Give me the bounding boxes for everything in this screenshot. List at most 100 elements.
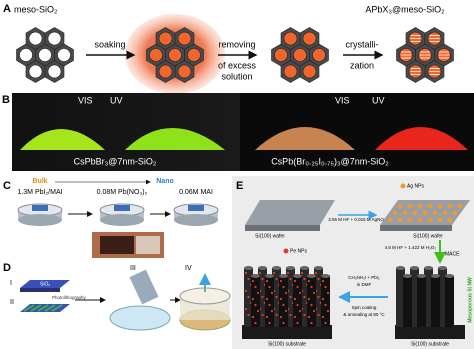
- panel-a: A meso-SiO₂ APbX₃@meso-SiO₂ soaking remo…: [3, 3, 454, 94]
- panel-label: B: [2, 94, 10, 106]
- pe-dot: [282, 285, 285, 289]
- pe-dot: [326, 309, 330, 313]
- pe-dot: [324, 303, 327, 307]
- pillar-top: [300, 266, 309, 270]
- pe-dot: [303, 277, 306, 281]
- pillar: [321, 276, 330, 327]
- substrate: [395, 325, 465, 339]
- step-label: soaking: [94, 39, 125, 49]
- pe-dot: [289, 277, 292, 281]
- pe-dot: [275, 295, 278, 299]
- photo-label: VIS: [335, 95, 350, 105]
- pillar-top: [244, 266, 253, 270]
- pe-dot: [296, 321, 299, 325]
- panel-e: E Si(100) wafer 3.55 M HF + 0.015 M AgNO…: [232, 176, 474, 349]
- pe-dot: [326, 291, 330, 295]
- dish: [109, 305, 171, 331]
- pillar: [307, 276, 316, 327]
- pe-dot: [310, 303, 313, 307]
- pillar-top: [321, 274, 330, 278]
- pillar: [403, 276, 412, 327]
- legend-label: Pe NPs: [290, 248, 307, 254]
- pe-dot: [265, 279, 269, 283]
- legend-label: Ag NPs: [407, 183, 424, 189]
- pillar-top: [417, 274, 426, 278]
- pillar: [251, 276, 260, 327]
- substrate: [20, 280, 70, 288]
- pe-dot: [300, 271, 304, 275]
- step-label: crystalli-: [346, 39, 379, 49]
- pe-dot: [247, 313, 250, 317]
- pe-dot: [279, 315, 283, 319]
- pillar-top: [431, 274, 440, 278]
- pillar: [410, 268, 419, 327]
- pe-dot: [324, 321, 327, 325]
- pillar: [424, 268, 433, 327]
- ag-dot: [452, 210, 458, 216]
- ag-dot: [422, 210, 428, 216]
- step-label: III: [130, 265, 136, 272]
- pe-dot: [296, 285, 299, 289]
- pe-dot: [268, 303, 271, 307]
- pe-dot: [296, 303, 299, 307]
- pillar: [279, 276, 288, 327]
- step-label: removing: [218, 39, 255, 49]
- pore: [19, 48, 33, 62]
- reagent-label: 1.3M PbI₂/MAI: [17, 189, 62, 196]
- ag-dot: [442, 210, 448, 216]
- pore: [28, 64, 43, 79]
- substrate-label: Si(100) substrate: [411, 341, 449, 347]
- pe-dot: [244, 289, 248, 293]
- legend-dot: [283, 248, 289, 254]
- ag-dot: [402, 210, 408, 216]
- pe-dot: [314, 271, 318, 275]
- sample: [188, 205, 204, 211]
- nano-label: Nano: [156, 178, 174, 185]
- powder: [255, 127, 355, 150]
- pe-dot: [321, 315, 325, 319]
- pe-dot: [317, 313, 320, 317]
- pe-dot: [286, 271, 290, 275]
- pore: [57, 48, 71, 62]
- substrate: [242, 325, 332, 339]
- pillar-top: [424, 266, 433, 270]
- pore: [302, 64, 317, 79]
- sample-label: CsPb(Br₀.₂₅I₀.₇₅)₃@7nm-SiO₂: [271, 156, 389, 166]
- pillar-top: [410, 266, 419, 270]
- sample-label: CsPbBr₃@7nm-SiO₂: [74, 156, 157, 166]
- step-label: solution: [221, 71, 252, 81]
- reagent-label: 0.08M Pb(NO₃)₂: [97, 189, 148, 196]
- sample: [114, 205, 130, 211]
- stripe: [37, 304, 49, 312]
- pe-dot: [272, 271, 276, 275]
- ag-dot: [387, 217, 393, 223]
- ag-dot: [397, 217, 403, 223]
- pe-dot: [254, 303, 257, 307]
- panel-label: C: [3, 180, 11, 192]
- pe-dot: [312, 309, 316, 313]
- pe-dot: [298, 291, 302, 295]
- pillar-top: [314, 266, 323, 270]
- pillar-top: [445, 274, 454, 278]
- pe-dot: [275, 313, 278, 317]
- pore: [283, 31, 298, 46]
- pore: [158, 31, 173, 46]
- tool: [129, 269, 159, 305]
- pe-dot: [270, 309, 274, 313]
- pe-dot: [282, 303, 285, 307]
- pillar-top: [265, 274, 274, 278]
- pillar: [265, 276, 274, 327]
- pillar: [431, 276, 440, 327]
- pe-dot: [307, 297, 311, 301]
- pore: [158, 64, 173, 79]
- panel-c: C Bulk Nano 1.3M PbI₂/MAI 0.08M Pb(NO₃)₂…: [3, 178, 219, 258]
- pore: [149, 48, 163, 62]
- pe-dot: [268, 285, 271, 289]
- pe-dot: [247, 295, 250, 299]
- pore: [47, 31, 62, 46]
- pe-dot: [307, 279, 311, 283]
- dish: [18, 214, 62, 226]
- pe-dot: [261, 313, 264, 317]
- pe-dot: [244, 307, 248, 311]
